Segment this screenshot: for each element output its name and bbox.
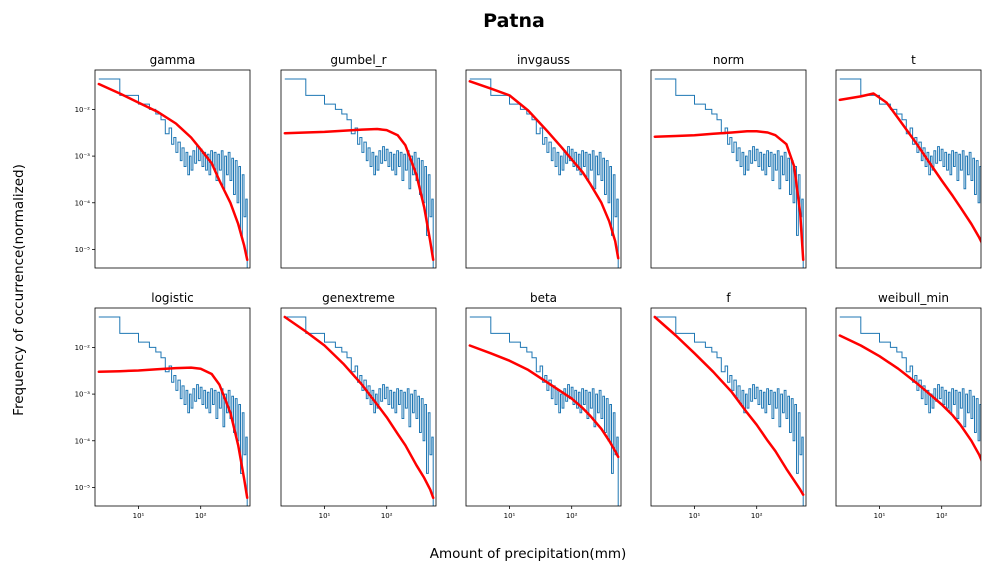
histogram-series bbox=[98, 78, 248, 268]
subplot-title: gamma bbox=[150, 53, 196, 67]
subplot-grid: gamma 10⁻² 10⁻³ 10⁻⁴ 10⁻⁵ gumbel_r invgauss nor… bbox=[75, 53, 982, 520]
y-tick-label: 10⁻⁴ bbox=[75, 437, 91, 445]
plot-area bbox=[283, 315, 435, 506]
subplot-title: norm bbox=[713, 53, 744, 67]
axes-frame bbox=[835, 307, 982, 507]
histogram-series bbox=[284, 316, 434, 506]
x-tick-label: 10² bbox=[381, 512, 393, 520]
axes-frame bbox=[280, 69, 437, 269]
plot-area bbox=[468, 78, 620, 268]
subplot-title: logistic bbox=[151, 291, 194, 305]
axes-frame bbox=[94, 69, 251, 269]
histogram-series bbox=[469, 316, 619, 506]
x-tick-label: 10² bbox=[936, 512, 948, 520]
fit-curve-logistic bbox=[97, 366, 249, 500]
y-axis-label: Frequency of occurrence(normalized) bbox=[11, 164, 27, 416]
subplot-gumbel_r: gumbel_r bbox=[280, 53, 437, 269]
histogram-series bbox=[654, 316, 804, 506]
subplot-title: t bbox=[911, 53, 916, 67]
histogram-series bbox=[839, 78, 981, 236]
figure-title: Patna bbox=[483, 10, 545, 32]
fit-curve-invgauss bbox=[468, 80, 620, 260]
x-tick-label: 10² bbox=[751, 512, 763, 520]
subplot-title: invgauss bbox=[517, 53, 570, 67]
x-tick-label: 10² bbox=[566, 512, 578, 520]
subplot-invgauss: invgauss bbox=[465, 53, 622, 269]
axes-frame bbox=[465, 69, 622, 269]
axes-frame bbox=[835, 69, 982, 269]
y-tick-label: 10⁻⁵ bbox=[75, 246, 91, 254]
axes-frame bbox=[650, 69, 807, 269]
subplot-title: gumbel_r bbox=[330, 53, 386, 67]
histogram-series bbox=[98, 316, 248, 506]
histogram-series bbox=[654, 78, 804, 268]
axes-frame bbox=[465, 307, 622, 507]
subplot-title: beta bbox=[530, 291, 557, 305]
fit-curve-t bbox=[838, 92, 981, 244]
x-tick-label: 10¹ bbox=[689, 512, 701, 520]
fit-curve-genextreme bbox=[283, 315, 435, 500]
plot-area bbox=[838, 78, 981, 244]
subplot-gamma: gamma 10⁻² 10⁻³ 10⁻⁴ 10⁻⁵ bbox=[75, 53, 251, 269]
subplot-t: t bbox=[835, 53, 982, 269]
axes-frame bbox=[280, 307, 437, 507]
y-tick-label: 10⁻² bbox=[75, 106, 91, 114]
histogram-series bbox=[469, 78, 619, 268]
subplot-weibull_min: weibull_min 10¹ 10² bbox=[835, 291, 982, 520]
plot-area bbox=[283, 78, 435, 268]
plot-area bbox=[653, 315, 805, 506]
subplot-title: f bbox=[726, 291, 731, 305]
plot-area bbox=[97, 78, 249, 268]
fit-curve-gumbel_r bbox=[283, 127, 435, 262]
x-tick-label: 10² bbox=[195, 512, 207, 520]
plot-area bbox=[97, 316, 249, 506]
histogram-series bbox=[284, 78, 434, 268]
subplot-beta: beta 10¹ 10² bbox=[465, 291, 622, 520]
x-tick-label: 10¹ bbox=[319, 512, 331, 520]
subplot-norm: norm bbox=[650, 53, 807, 269]
fit-curve-f bbox=[653, 315, 805, 496]
fit-curve-weibull_min bbox=[838, 334, 981, 463]
y-tick-label: 10⁻⁵ bbox=[75, 484, 91, 492]
y-tick-label: 10⁻³ bbox=[75, 391, 91, 399]
y-tick-label: 10⁻⁴ bbox=[75, 199, 91, 207]
x-tick-label: 10¹ bbox=[504, 512, 516, 520]
subplot-logistic: logistic 10⁻² 10⁻³ 10⁻⁴ 10⁻⁵ 10¹ 10² bbox=[75, 291, 251, 520]
axes-frame bbox=[650, 307, 807, 507]
y-tick-label: 10⁻² bbox=[75, 344, 91, 352]
fit-curve-norm bbox=[653, 130, 805, 262]
subplot-title: genextreme bbox=[322, 291, 395, 305]
x-tick-label: 10¹ bbox=[133, 512, 145, 520]
fit-curve-gamma bbox=[97, 82, 249, 262]
plot-area bbox=[653, 78, 805, 268]
plot-area bbox=[838, 316, 981, 474]
x-axis-label: Amount of precipitation(mm) bbox=[430, 546, 627, 562]
fit-curve-beta bbox=[468, 344, 620, 459]
y-tick-label: 10⁻³ bbox=[75, 153, 91, 161]
subplot-f: f 10¹ 10² bbox=[650, 291, 807, 520]
subplot-title: weibull_min bbox=[878, 291, 949, 305]
subplot-genextreme: genextreme 10¹ 10² bbox=[280, 291, 437, 520]
x-tick-label: 10¹ bbox=[874, 512, 886, 520]
plot-area bbox=[468, 316, 620, 506]
axes-frame bbox=[94, 307, 251, 507]
